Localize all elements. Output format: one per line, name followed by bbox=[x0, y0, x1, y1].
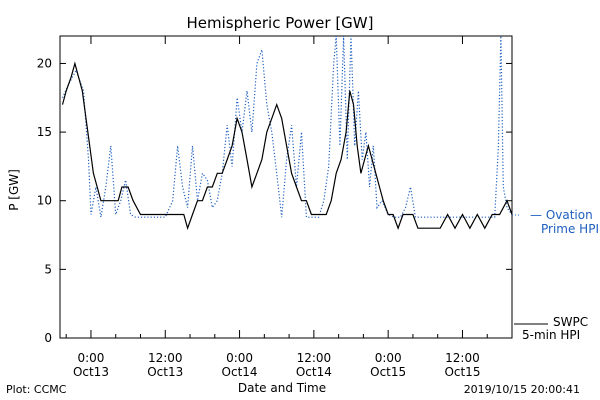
swpc-legend-line2: 5-min HPI bbox=[522, 328, 580, 342]
chart-title: Hemispheric Power [GW] bbox=[187, 14, 374, 32]
x-axis-ticks: 0:00Oct1312:00Oct130:00Oct1412:00Oct140:… bbox=[65, 36, 513, 379]
x-tick-label-time: 0:00 bbox=[77, 351, 104, 365]
plot-frame bbox=[59, 35, 513, 339]
x-tick-label-time: 0:00 bbox=[226, 351, 253, 365]
x-tick-label-date: Oct14 bbox=[296, 365, 332, 379]
x-tick-label-time: 12:00 bbox=[148, 351, 183, 365]
ovation-legend-line1: — Ovation bbox=[530, 208, 593, 222]
x-tick-label-date: Oct13 bbox=[73, 365, 109, 379]
y-tick-label: 15 bbox=[37, 125, 52, 139]
x-tick-label-date: Oct15 bbox=[370, 365, 406, 379]
ovation-legend-line2: Prime HPI bbox=[541, 222, 599, 236]
y-tick-label: 0 bbox=[44, 331, 52, 345]
footer-plot-credit: Plot: CCMC bbox=[6, 383, 67, 396]
y-axis-ticks: 0 5 10 15 20 bbox=[37, 56, 512, 345]
swpc-hpi-series-line bbox=[61, 61, 513, 231]
footer-timestamp: 2019/10/15 20:00:41 bbox=[464, 383, 580, 396]
y-tick-label: 5 bbox=[44, 262, 52, 276]
x-tick-label-time: 12:00 bbox=[445, 351, 480, 365]
swpc-legend-line1: SWPC bbox=[553, 315, 588, 329]
x-tick-label-date: Oct13 bbox=[147, 365, 183, 379]
x-tick-label-date: Oct14 bbox=[222, 365, 258, 379]
x-tick-label-time: 12:00 bbox=[297, 351, 332, 365]
x-axis-label: Date and Time bbox=[238, 381, 326, 395]
ovation-prime-series-line bbox=[61, 35, 513, 218]
x-tick-label-time: 0:00 bbox=[375, 351, 402, 365]
series-layer bbox=[61, 35, 513, 231]
y-tick-label: 10 bbox=[37, 194, 52, 208]
y-axis-label: P [GW] bbox=[7, 169, 21, 211]
y-tick-label: 20 bbox=[37, 56, 52, 70]
x-tick-label-date: Oct15 bbox=[444, 365, 480, 379]
